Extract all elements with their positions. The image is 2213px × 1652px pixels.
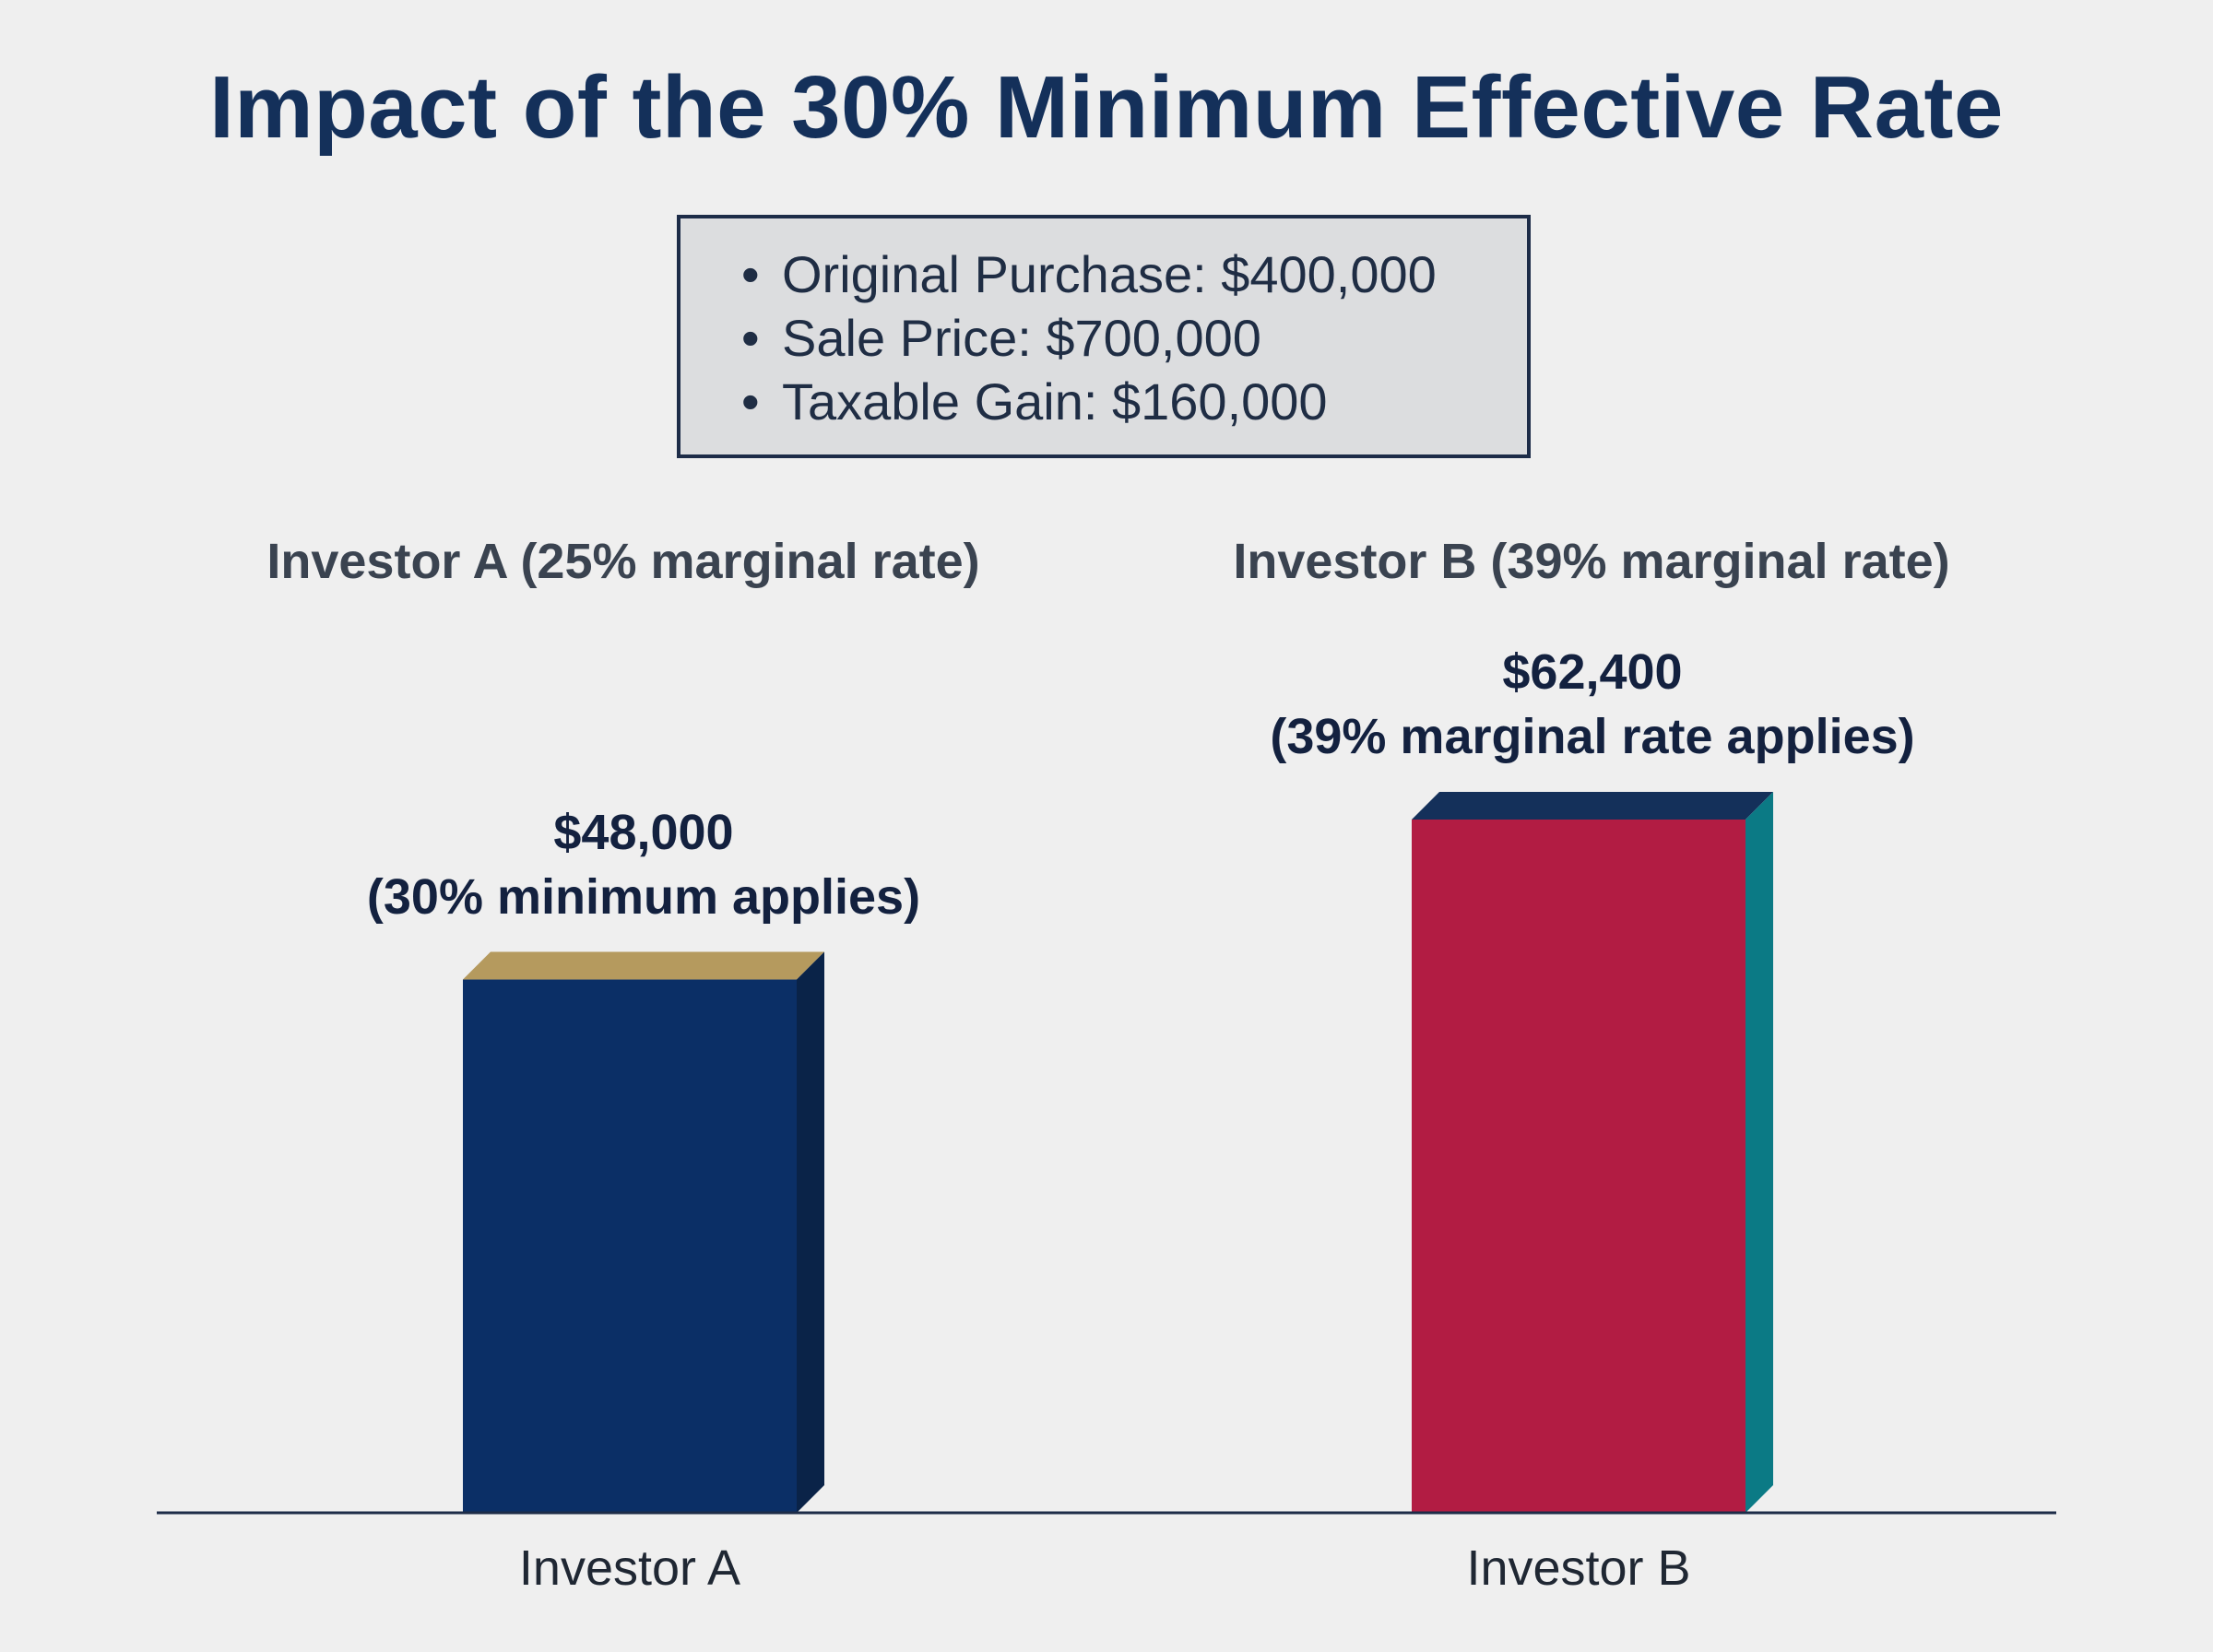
data-label-investor-a: $48,000 (30% minimum applies): [229, 800, 1059, 929]
bar-side-face: [797, 951, 824, 1513]
info-box: • Original Purchase: $400,000 • Sale Price…: [677, 215, 1531, 458]
bar-top-face: [1412, 792, 1773, 820]
data-label-value: $48,000: [553, 804, 734, 860]
chart-title: Impact of the 30% Minimum Effective Rate: [209, 58, 2004, 157]
bar-side-face: [1746, 792, 1773, 1513]
data-label-note: (30% minimum applies): [366, 868, 921, 925]
info-list: • Original Purchase: $400,000 • Sale Price…: [741, 242, 1527, 433]
info-item-text: Taxable Gain: $160,000: [782, 372, 1328, 431]
bar-investor-a: [463, 951, 824, 1513]
bullet-icon: •: [741, 245, 760, 303]
data-label-note: (39% marginal rate applies): [1270, 709, 1915, 764]
bar-investor-b: [1412, 792, 1773, 1513]
bar-front-face: [463, 979, 797, 1513]
bullet-icon: •: [741, 372, 760, 431]
investor-b-header: Investor B (39% marginal rate): [1233, 534, 1950, 589]
investor-a-header: Investor A (25% marginal rate): [266, 534, 980, 589]
bullet-icon: •: [741, 309, 760, 367]
info-item: • Original Purchase: $400,000: [741, 242, 1527, 306]
bar-front-face: [1412, 820, 1746, 1513]
bar-top-face: [463, 951, 824, 980]
data-label-investor-b: $62,400 (39% marginal rate applies): [1178, 640, 2007, 769]
x-tick-label-investor-a: Investor A: [518, 1540, 741, 1596]
x-tick-label-investor-b: Investor B: [1466, 1540, 1691, 1596]
data-label-value: $62,400: [1502, 644, 1683, 700]
info-item-text: Original Purchase: $400,000: [782, 245, 1437, 303]
info-item-text: Sale Price: $700,000: [782, 309, 1261, 367]
info-item: • Taxable Gain: $160,000: [741, 370, 1527, 433]
info-item: • Sale Price: $700,000: [741, 306, 1527, 370]
